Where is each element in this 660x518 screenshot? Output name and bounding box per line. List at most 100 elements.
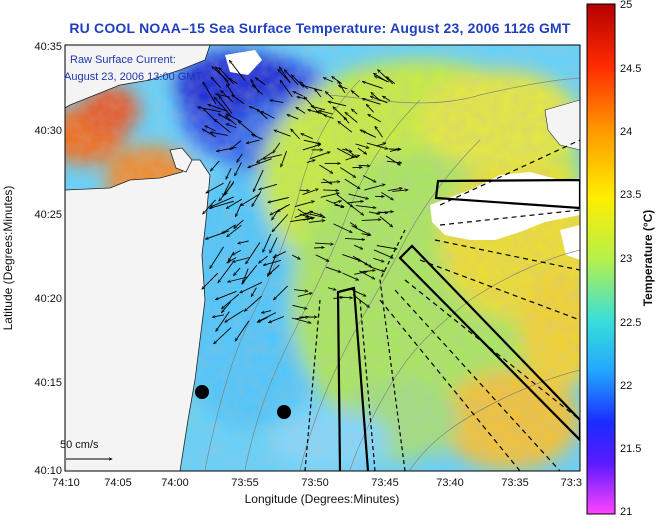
current-vector: [225, 309, 244, 323]
current-vector: [355, 143, 370, 148]
colorbar-tick-label: 23.5: [620, 189, 641, 201]
colorbar-tick-label: 21: [620, 506, 632, 518]
current-vector: [270, 100, 284, 104]
y-tick-label: 40:35: [34, 41, 62, 53]
current-vector: [238, 121, 257, 137]
current-vector: [382, 95, 391, 102]
current-vector: [315, 254, 329, 262]
current-vector: [227, 251, 235, 262]
current-vector: [366, 104, 374, 113]
current-vector: [219, 96, 233, 114]
current-vector: [271, 210, 279, 220]
current-vector: [225, 168, 232, 179]
current-vector: [259, 183, 278, 189]
current-vector: [325, 91, 334, 100]
current-vector: [345, 112, 358, 123]
current-vector: [361, 220, 381, 221]
cloud-patch: [430, 172, 580, 240]
x-tick-label: 74:10: [52, 477, 80, 489]
current-vector: [344, 117, 350, 124]
current-vector: [306, 160, 315, 164]
y-tick-label: 40:15: [34, 377, 62, 389]
current-vector: [212, 314, 225, 317]
current-vector: [268, 253, 277, 277]
station-dot: [277, 405, 291, 419]
current-vector: [362, 99, 381, 105]
current-vector: [325, 266, 341, 272]
current-vector: [333, 223, 353, 234]
current-vector: [268, 316, 284, 324]
current-vector: [301, 133, 313, 140]
current-vector: [202, 128, 216, 138]
plot-frame: [64, 44, 581, 472]
current-vector: [387, 188, 403, 192]
current-vector: [354, 244, 363, 250]
current-vector: [263, 259, 282, 265]
current-vector: [292, 304, 307, 309]
current-vector: [203, 199, 216, 214]
current-vector: [357, 147, 367, 154]
current-vector: [257, 317, 268, 323]
current-vector: [208, 104, 228, 112]
current-vector: [226, 198, 243, 209]
current-vector: [229, 60, 246, 81]
current-vector: [299, 190, 310, 191]
x-axis-label: Longitude (Degrees:Minutes): [245, 492, 400, 506]
current-vector: [369, 266, 385, 272]
current-vector: [376, 143, 386, 147]
current-vector: [299, 213, 309, 217]
current-vector: [278, 70, 290, 83]
y-tick-label: 40:30: [34, 125, 62, 137]
current-vector: [216, 146, 237, 151]
current-vector: [214, 119, 231, 133]
current-vector: [338, 121, 353, 133]
current-vector: [392, 190, 408, 192]
current-vector: [257, 109, 268, 120]
sst-field: [65, 45, 580, 471]
current-vector: [227, 257, 237, 264]
current-vector: [301, 85, 323, 92]
current-vector: [332, 76, 343, 85]
current-vector: [277, 204, 288, 213]
colorbar-tick-label: 23: [620, 253, 632, 265]
current-vector: [291, 129, 301, 140]
current-vector: [273, 285, 288, 300]
current-vector: [322, 178, 332, 185]
current-vector: [284, 70, 299, 86]
current-label-line2: August 23, 2006 13:00 GMT: [64, 71, 202, 83]
current-vector: [374, 75, 389, 83]
current-vector: [340, 167, 356, 178]
current-vector: [216, 311, 230, 332]
current-vector: [378, 212, 394, 213]
current-vector: [219, 68, 235, 85]
current-vector: [346, 201, 364, 204]
current-vector: [232, 257, 250, 263]
current-vector: [373, 249, 393, 259]
current-vector: [233, 267, 241, 276]
current-vector: [263, 154, 282, 159]
current-vector: [257, 152, 273, 163]
current-vector: [354, 272, 367, 275]
current-vector: [378, 70, 394, 85]
current-vector: [349, 288, 366, 297]
current-vector: [297, 97, 308, 100]
current-vector: [302, 189, 319, 196]
current-vector: [373, 257, 384, 262]
current-vector: [311, 106, 326, 111]
current-vector: [214, 97, 232, 116]
bathymetry-contours: [204, 77, 580, 471]
colorbar-tick-label: 21.5: [620, 443, 641, 455]
y-axis-ticks: 40:35 40:30 40:25 40:20 40:15 40:10: [34, 41, 62, 477]
current-vector: [250, 287, 257, 297]
current-vector: [251, 133, 263, 140]
current-vector: [352, 255, 372, 268]
current-vector: [342, 253, 361, 261]
current-vector: [328, 102, 347, 107]
current-vector: [364, 184, 385, 191]
current-vector: [293, 90, 304, 97]
current-vector: [273, 142, 281, 153]
current-vector: [302, 144, 321, 151]
current-vector: [308, 220, 325, 223]
current-vector: [326, 199, 344, 208]
